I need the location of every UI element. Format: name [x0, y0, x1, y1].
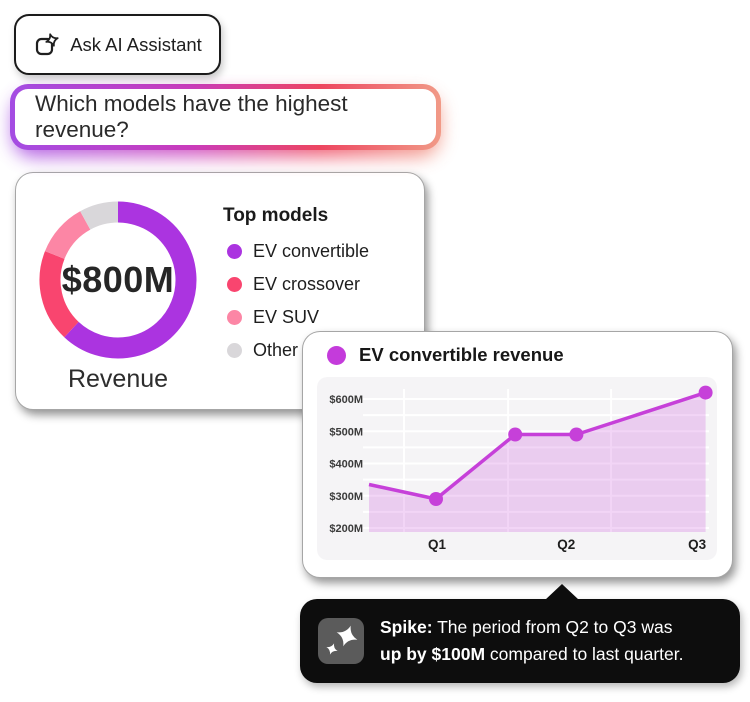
y-tick-label: $400M — [329, 459, 363, 471]
legend-item-ev-suv: EV SUV — [223, 301, 369, 334]
revenue-summary-card: $800M Revenue Top models EV convertible … — [15, 172, 425, 410]
legend-item-other: Other — [223, 334, 369, 367]
legend-item-label: EV SUV — [253, 307, 320, 327]
legend-dot-icon — [227, 244, 242, 259]
trend-title-label: EV convertible revenue — [359, 344, 564, 365]
trend-chart-card: EV convertible revenue $600M $500M $400M $3… — [302, 331, 733, 578]
x-tick-label: Q3 — [688, 537, 707, 552]
insight-text: Spike: The period from Q2 to Q3 was up b… — [380, 614, 684, 668]
legend-title: Top models — [223, 205, 329, 226]
sparkles-icon — [318, 618, 364, 664]
donut-segment — [45, 211, 91, 260]
trend-area — [369, 392, 706, 532]
donut-chart — [39, 201, 197, 359]
y-tick-label: $500M — [329, 426, 363, 438]
donut-segment — [64, 201, 197, 359]
query-bar: Which models have the highest revenue? — [10, 84, 441, 157]
legend-dot-icon — [227, 343, 242, 358]
trend-marker — [429, 492, 443, 506]
trend-marker — [698, 385, 713, 400]
legend-item-label: EV crossover — [253, 274, 361, 294]
trend-marker — [569, 427, 584, 442]
legend-item-ev-convertible: EV convertible — [223, 235, 369, 268]
ai-assistant-icon — [33, 32, 59, 58]
trend-card-title: EV convertible revenue — [327, 343, 564, 367]
insight-keyword: Spike: — [380, 617, 433, 637]
insight-delta: up by $100M — [380, 644, 486, 664]
donut-center-value: $800M — [61, 259, 175, 300]
trend-chart: $600M $500M $400M $300M $200M Q1 Q2 Q3 — [317, 377, 717, 560]
revenue-donut: $800M — [39, 201, 197, 359]
x-tick-label: Q2 — [557, 537, 575, 552]
insight-line1-rest: The period from Q2 to Q3 was — [432, 617, 673, 637]
legend-dot-icon — [227, 310, 242, 325]
insight-line-2: up by $100M compared to last quarter. — [380, 641, 684, 668]
insight-tooltip: Spike: The period from Q2 to Q3 was up b… — [300, 584, 740, 683]
trend-chart-panel: $600M $500M $400M $300M $200M Q1 Q2 Q3 — [317, 377, 717, 560]
legend-item-ev-crossover: EV crossover — [223, 268, 369, 301]
legend-item-label: Other — [253, 340, 299, 360]
query-input[interactable]: Which models have the highest revenue? — [15, 89, 436, 145]
tooltip-pointer — [545, 584, 579, 600]
donut-caption: Revenue — [67, 365, 169, 393]
donut-segment — [39, 251, 79, 338]
ask-ai-assistant-button[interactable]: Ask AI Assistant — [14, 14, 221, 75]
y-tick-label: $600M — [329, 394, 363, 406]
y-tick-label: $300M — [329, 491, 363, 503]
trend-marker — [508, 427, 523, 442]
insight-line-1: Spike: The period from Q2 to Q3 was — [380, 614, 684, 641]
legend-item-label: EV convertible — [253, 241, 370, 261]
y-tick-label: $200M — [329, 523, 363, 535]
donut-legend: Top models EV convertible EV crossover E… — [223, 205, 369, 367]
x-tick-label: Q1 — [428, 537, 447, 552]
query-bar-gradient-border: Which models have the highest revenue? — [10, 84, 441, 150]
series-dot-icon — [327, 345, 346, 365]
donut-segment — [80, 201, 119, 230]
ask-ai-assistant-label: Ask AI Assistant — [70, 33, 202, 55]
legend-dot-icon — [227, 277, 242, 292]
insight-line2-rest: compared to last quarter. — [485, 644, 684, 664]
